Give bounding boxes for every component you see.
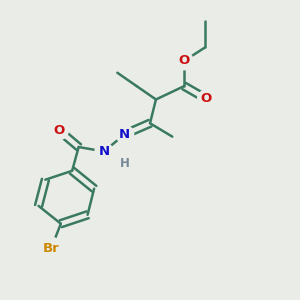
Circle shape (117, 157, 132, 171)
Circle shape (198, 90, 215, 108)
Text: N: N (119, 128, 130, 141)
Text: O: O (178, 54, 190, 67)
Text: O: O (54, 124, 65, 137)
Circle shape (40, 237, 62, 260)
Circle shape (95, 142, 113, 160)
Circle shape (116, 125, 134, 143)
Circle shape (50, 122, 68, 140)
Text: Br: Br (43, 242, 59, 255)
Text: O: O (201, 92, 212, 105)
Text: N: N (98, 145, 110, 158)
Text: H: H (120, 158, 130, 170)
Circle shape (175, 52, 193, 70)
